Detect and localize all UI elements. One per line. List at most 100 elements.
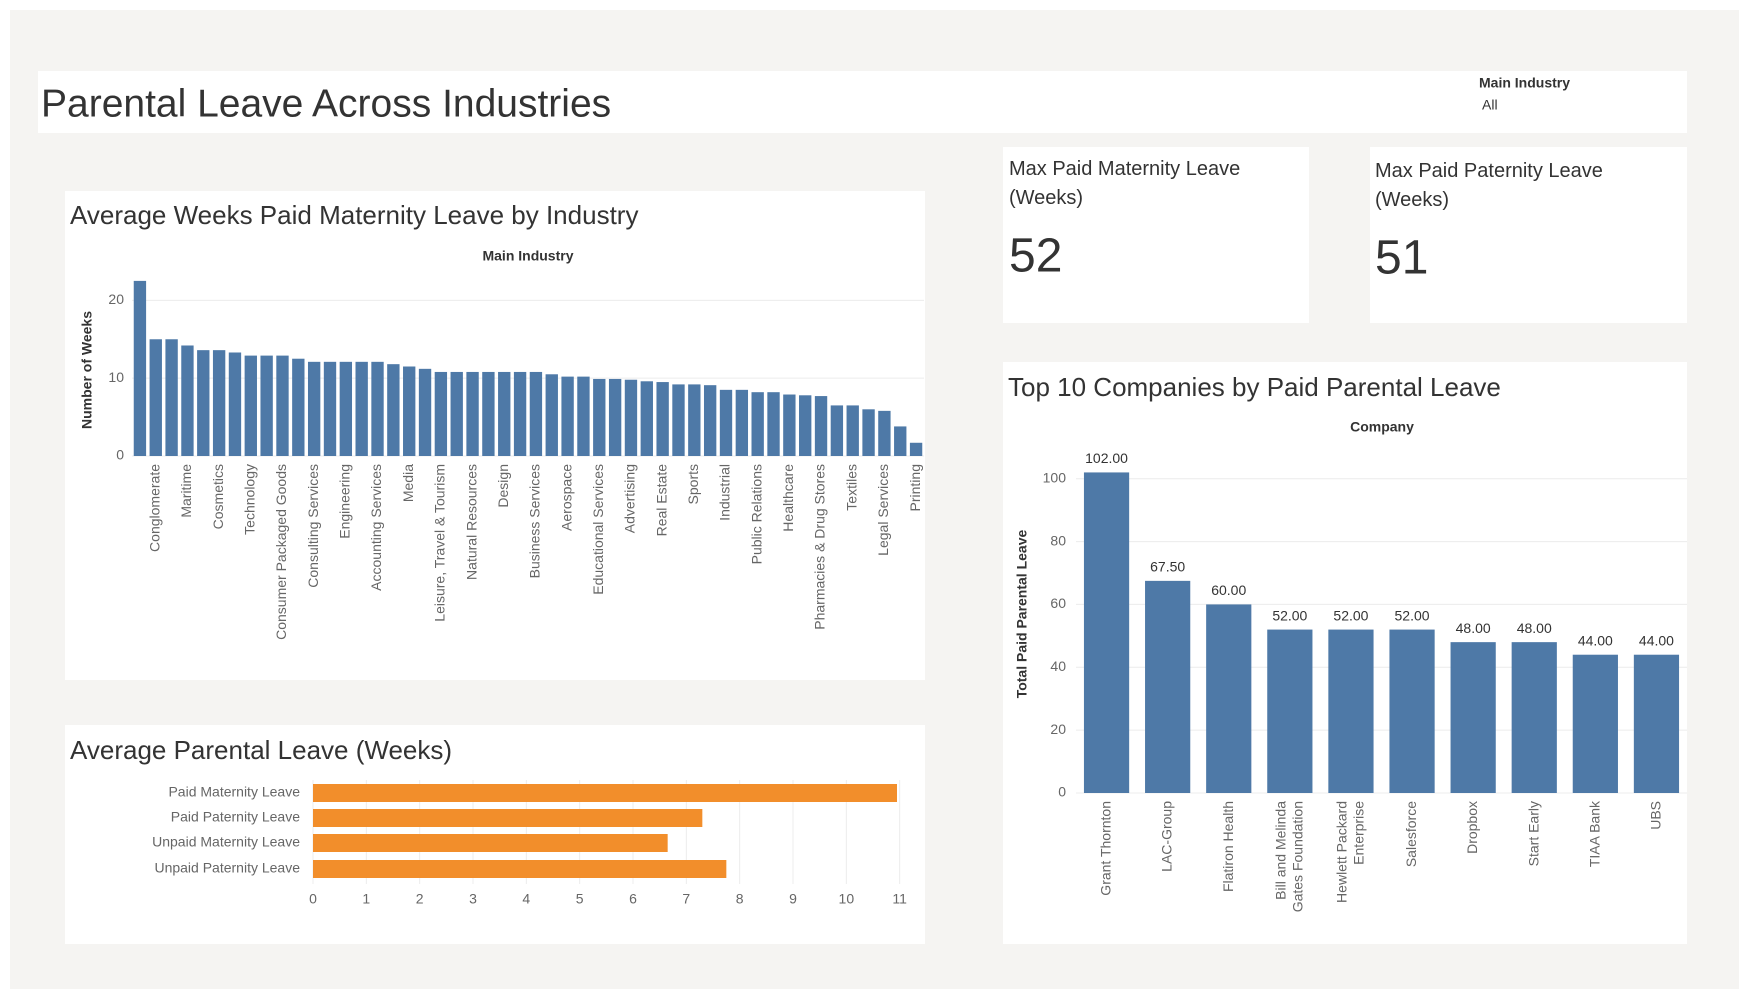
x-tick-label: TIAA Bank [1586, 800, 1602, 867]
bar [751, 392, 764, 456]
bar [197, 350, 210, 456]
kpi-label: Max Paid Maternity Leave (Weeks) [1009, 158, 1240, 209]
bar [608, 378, 622, 456]
bar [719, 389, 733, 456]
bar [228, 352, 242, 456]
x-tick-label: 4 [522, 891, 530, 907]
y-axis-title: Total Paid Parental Leave [1014, 530, 1030, 699]
y-tick-label: 40 [1050, 658, 1066, 674]
bar [1450, 642, 1496, 793]
data-label: 60.00 [1211, 582, 1246, 598]
data-label: 52.00 [1333, 607, 1368, 623]
bar [846, 405, 859, 456]
x-tick-label: Design [495, 464, 511, 508]
bar [878, 410, 891, 456]
x-tick-label: Legal Services [875, 464, 891, 556]
page-title: Parental Leave Across Industries [41, 82, 611, 125]
bar [212, 350, 226, 456]
bar [529, 371, 543, 456]
bar [624, 379, 638, 456]
bar [260, 355, 273, 456]
x-tick-label: UBS [1647, 801, 1663, 830]
bar [307, 361, 321, 456]
bar [323, 361, 337, 456]
bar [133, 280, 147, 456]
bar [1389, 629, 1435, 793]
bar [181, 345, 194, 456]
bar [313, 834, 668, 852]
x-tick-label: Engineering [337, 464, 353, 539]
bar [313, 860, 727, 878]
bar [814, 396, 828, 456]
x-tick-label: Printing [907, 464, 923, 511]
header-panel [38, 71, 1687, 133]
x-tick-label: Educational Services [590, 464, 606, 595]
bar [371, 361, 384, 456]
bar [513, 371, 527, 456]
x-tick-label: Technology [242, 464, 258, 535]
bar [830, 405, 844, 456]
bar [672, 384, 685, 456]
bar [593, 378, 606, 456]
y-tick-label: 10 [108, 369, 124, 385]
x-tick-label: Salesforce [1403, 801, 1419, 867]
filter-value[interactable]: All [1482, 97, 1498, 113]
bar [498, 371, 511, 456]
bar [545, 374, 558, 456]
y-axis-title: Number of Weeks [79, 311, 95, 429]
bar [1206, 604, 1252, 793]
x-tick-label: Flatiron Health [1219, 801, 1235, 892]
x-tick-label: Consumer Packaged Goods [273, 464, 289, 640]
y-tick-label: 60 [1050, 595, 1066, 611]
data-label: 52.00 [1395, 607, 1430, 623]
bar [387, 364, 400, 456]
x-tick-label: Media [400, 464, 416, 502]
bar [577, 376, 590, 456]
bar [1267, 629, 1313, 793]
x-tick-label: Advertising [622, 464, 638, 533]
x-tick-label: Aerospace [558, 464, 574, 531]
x-tick-label: Natural Resources [463, 464, 479, 580]
x-tick-label: 6 [629, 891, 637, 907]
chart-title: Average Weeks Paid Maternity Leave by In… [70, 200, 638, 230]
bar [688, 384, 701, 456]
x-tick-label: Sports [685, 464, 701, 504]
x-tick-label: 0 [309, 891, 317, 907]
bar [292, 358, 305, 456]
bar [799, 395, 812, 456]
data-label: 67.50 [1150, 559, 1185, 575]
bar [403, 366, 416, 456]
y-tick-label: 80 [1050, 532, 1066, 548]
x-tick-label: Public Relations [748, 464, 764, 564]
bar [466, 371, 479, 456]
bar [355, 361, 368, 456]
bar [165, 339, 178, 456]
y-tick-label: 100 [1043, 469, 1067, 485]
bar [149, 339, 162, 456]
x-axis-title: Company [1350, 419, 1414, 435]
bar [1511, 642, 1557, 793]
bar [1083, 472, 1130, 793]
bar [894, 426, 907, 456]
chart-title: Top 10 Companies by Paid Parental Leave [1008, 372, 1501, 402]
y-tick-label: Unpaid Maternity Leave [152, 834, 300, 850]
data-label: 48.00 [1517, 620, 1552, 636]
bar [244, 355, 257, 456]
x-tick-label: Consulting Services [305, 464, 321, 588]
bar [640, 381, 653, 456]
bar [339, 361, 353, 456]
x-tick-label: Industrial [717, 464, 733, 521]
x-tick-label: Textiles [843, 464, 859, 511]
chart-title: Average Parental Leave (Weeks) [70, 735, 452, 765]
x-tick-label: Business Services [527, 464, 543, 578]
data-label: 48.00 [1456, 620, 1491, 636]
bar [703, 385, 717, 456]
kpi-value: 51 [1375, 232, 1428, 285]
x-tick-label: Dropbox [1464, 801, 1480, 854]
bar [434, 371, 448, 456]
bar [735, 389, 749, 456]
x-axis-title: Main Industry [482, 248, 573, 264]
x-tick-label: Pharmacies & Drug Stores [812, 464, 828, 630]
data-label: 52.00 [1272, 607, 1307, 623]
